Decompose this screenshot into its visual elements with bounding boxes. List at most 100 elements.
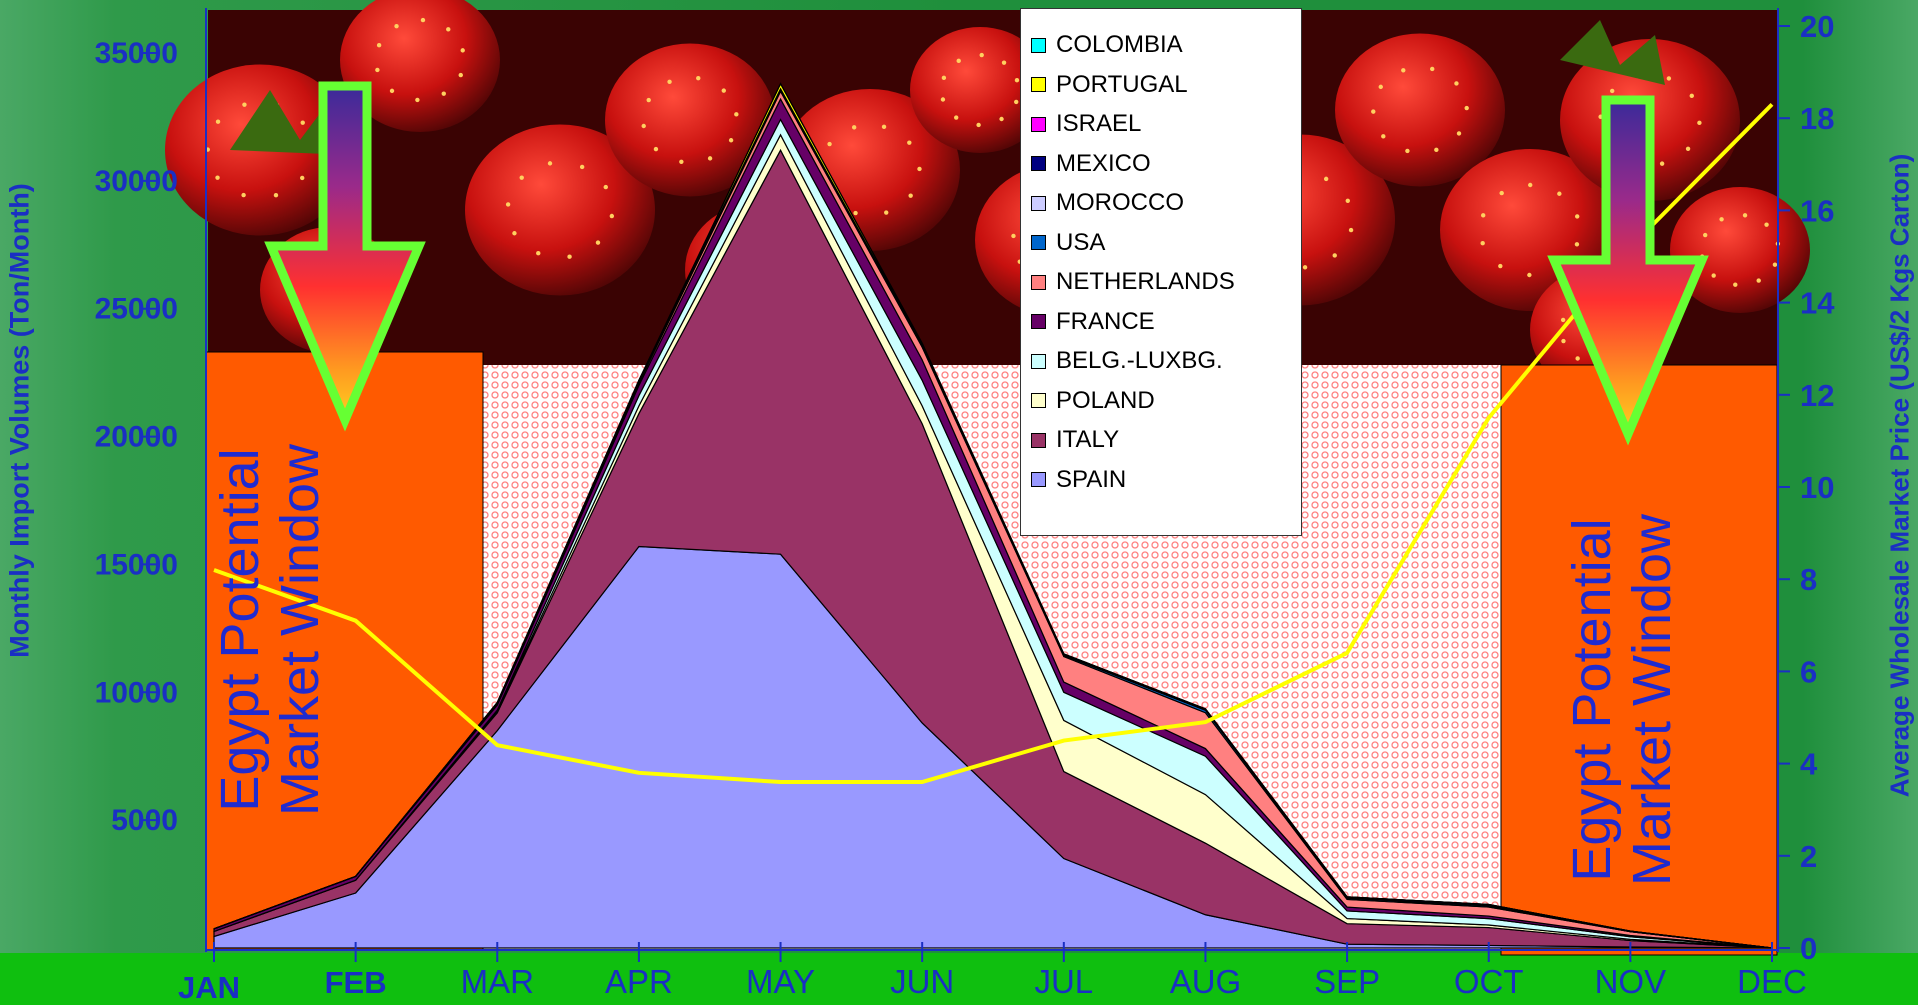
legend-swatch <box>1031 77 1046 92</box>
strawberry-seed <box>375 67 380 73</box>
right-tick-label: 4 <box>1800 747 1818 782</box>
strawberry-seed <box>954 115 959 120</box>
strawberry-seed <box>273 193 279 198</box>
legend-label: MOROCCO <box>1056 189 1184 216</box>
strawberry-seed <box>1302 265 1308 270</box>
legend-swatch <box>1031 156 1046 171</box>
strawberry-shape <box>605 43 775 197</box>
legend-label: FRANCE <box>1056 307 1155 335</box>
strawberry-seed <box>641 123 646 129</box>
left-tick-label: 15000 <box>95 548 178 581</box>
legend-swatch <box>1031 116 1046 132</box>
legend-swatch <box>1031 432 1046 448</box>
x-tick-label: NOV <box>1595 963 1667 1000</box>
strawberry-seed <box>547 161 553 166</box>
strawberry-seed <box>956 58 961 64</box>
strawberry-seed <box>1574 242 1580 247</box>
strawberry-seed <box>1689 93 1694 99</box>
legend-item: MOROCCO <box>1031 189 1184 217</box>
strawberry-seed <box>679 159 684 164</box>
strawberry-seed <box>1659 161 1665 166</box>
strawberry-seed <box>1332 253 1337 258</box>
strawberry-seed <box>853 210 858 216</box>
strawberry-seed <box>734 112 739 117</box>
strawberry-seed <box>976 122 981 128</box>
legend-label: POLAND <box>1056 386 1155 414</box>
legend-item: USA <box>1031 229 1105 257</box>
legend-label: SPAIN <box>1056 465 1127 493</box>
strawberry-seed <box>1464 105 1469 111</box>
right-tick-label: 2 <box>1800 839 1817 874</box>
strawberry-seed <box>1528 182 1533 188</box>
strawberry-seed <box>215 175 220 180</box>
strawberry-seed <box>827 141 832 147</box>
strawberry-seed <box>941 75 947 81</box>
strawberry-seed <box>394 23 399 29</box>
x-tick-label: MAY <box>746 963 815 1000</box>
strawberry-seed <box>1454 81 1459 86</box>
strawberry-seed <box>1733 282 1738 287</box>
strawberry-shape <box>340 0 500 132</box>
strawberry-seed <box>1014 78 1020 83</box>
strawberry-seed <box>1574 214 1580 219</box>
strawberry-seed <box>851 125 857 130</box>
right-tick-label: 18 <box>1800 101 1834 136</box>
legend: COLOMBIA PORTUGAL ISRAEL MEXICO MOROCCO USA NE… <box>1020 8 1302 536</box>
strawberry-seed <box>1401 68 1406 73</box>
strawberry-seed <box>389 88 395 94</box>
price-polyline <box>213 102 1774 785</box>
left-tick-label: 5000 <box>111 804 178 837</box>
right-tick-label: 14 <box>1800 286 1835 321</box>
strawberry-seed <box>1378 84 1383 90</box>
strawberry-seed <box>1764 222 1769 227</box>
legend-label: PORTUGAL <box>1056 70 1188 98</box>
strawberry-seed <box>1323 176 1329 182</box>
strawberry-seed <box>1685 146 1691 151</box>
strawberry-seed <box>1561 338 1566 344</box>
x-tick-label: JUL <box>1034 963 1093 1000</box>
strawberry-seed <box>1381 134 1386 139</box>
strawberry-seed <box>1575 356 1580 361</box>
left-tick-label: 30000 <box>95 165 178 198</box>
strawberry-shape <box>910 27 1050 153</box>
legend-item: MEXICO <box>1031 150 1151 178</box>
legend-swatch <box>1031 314 1046 329</box>
legend-item: COLOMBIA <box>1031 31 1183 59</box>
strawberry-seed <box>1703 232 1708 238</box>
strawberry-seed <box>1742 213 1748 218</box>
strawberry-seed <box>1756 278 1761 283</box>
x-tick-label: APR <box>605 963 673 1000</box>
legend-item: NETHERLANDS <box>1031 268 1235 296</box>
strawberry-seed <box>1480 241 1485 246</box>
axes: 5000 10000 15000 20000 25000 30000 35000 0 2 4 6 8 1… <box>95 8 1835 1005</box>
legend-item: FRANCE <box>1031 308 1155 336</box>
market-window-arrows <box>264 81 1709 446</box>
strawberry-seed <box>1719 217 1724 222</box>
x-tick-label: OCT <box>1454 963 1524 1000</box>
legend-item: POLAND <box>1031 387 1155 415</box>
x-tick-label: JUN <box>890 963 954 1000</box>
left-tick-label: 20000 <box>95 421 178 454</box>
legend-label: COLOMBIA <box>1056 31 1183 58</box>
strawberry-seed <box>1697 120 1702 126</box>
price-line <box>213 102 1774 785</box>
x-tick-label: MAR <box>461 963 534 1000</box>
strawberry-seed <box>1772 262 1778 267</box>
right-tick-label: 8 <box>1800 562 1817 597</box>
strawberry-seed <box>707 156 713 161</box>
strawberry-seed <box>441 91 446 96</box>
legend-label: USA <box>1056 228 1106 256</box>
strawberry-seed <box>1430 66 1435 72</box>
strawberry-seed <box>215 119 221 124</box>
legend-swatch <box>1031 472 1046 487</box>
market-window-right <box>1500 364 1778 956</box>
strawberry-seed <box>242 102 247 107</box>
strawberry-seed <box>1434 147 1439 153</box>
right-axis-title: Average Wholesale Market Price (US$/2 Kg… <box>1884 153 1915 798</box>
strawberry-seed <box>1345 198 1350 203</box>
strawberry-seed <box>505 202 511 207</box>
strawberry-shape <box>1670 187 1810 313</box>
strawberry-seed <box>1557 191 1562 196</box>
strawberry-seed <box>999 116 1004 122</box>
